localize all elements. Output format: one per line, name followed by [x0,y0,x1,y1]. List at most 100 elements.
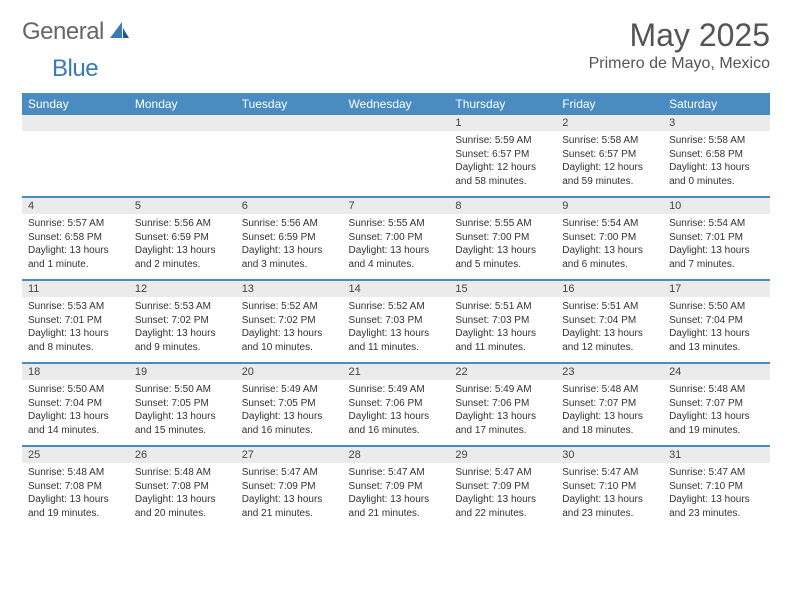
day-number: 4 [22,198,129,214]
day-body: Sunrise: 5:48 AMSunset: 7:08 PMDaylight:… [22,463,129,528]
sunset-line: Sunset: 7:02 PM [135,315,209,326]
daylight-line: Daylight: 13 hours and 10 minutes. [242,328,323,353]
day-number: 26 [129,447,236,463]
day-number: 17 [663,281,770,297]
calendar-cell: 19Sunrise: 5:50 AMSunset: 7:05 PMDayligh… [129,363,236,446]
sunrise-line: Sunrise: 5:51 AM [562,301,638,312]
calendar-cell: 7Sunrise: 5:55 AMSunset: 7:00 PMDaylight… [343,197,450,280]
sunrise-line: Sunrise: 5:53 AM [28,301,104,312]
sunrise-line: Sunrise: 5:48 AM [28,467,104,478]
calendar-cell: 31 Sunrise: 5:47 AM Sunset: 7:10 PM Dayligh… [663,446,770,528]
day-number: 7 [343,198,450,214]
day-body: Sunrise: 5:56 AMSunset: 6:59 PMDaylight:… [129,214,236,279]
daylight-line: Daylight: 13 hours and 11 minutes. [349,328,430,353]
day-number: 31 [663,447,770,463]
day-header: Sunday [22,93,129,115]
sunrise-line: Sunrise: 5:54 AM [562,218,638,229]
day-number: 20 [236,364,343,380]
sunrise-line: Sunrise: 5:47 AM [669,467,745,478]
sunset-line: Sunset: 7:09 PM [242,481,316,492]
day-body: Sunrise: 5:47 AMSunset: 7:09 PMDaylight:… [236,463,343,528]
daylight-line: Daylight: 12 hours and 59 minutes. [562,162,643,187]
daylight-line: Daylight: 13 hours and 6 minutes. [562,245,643,270]
day-body: Sunrise: 5:50 AMSunset: 7:04 PMDaylight:… [22,380,129,445]
calendar-row: 4Sunrise: 5:57 AMSunset: 6:58 PMDaylight… [22,197,770,280]
day-body: Sunrise: 5:51 AMSunset: 7:04 PMDaylight:… [556,297,663,362]
day-body: Sunrise: 5:58 AMSunset: 6:57 PMDaylight:… [556,131,663,196]
sunrise-line: Sunrise: 5:52 AM [242,301,318,312]
daylight-line: Daylight: 13 hours and 23 minutes. [669,494,750,519]
day-body: Sunrise: 5:47 AMSunset: 7:09 PMDaylight:… [449,463,556,528]
sunset-line: Sunset: 7:06 PM [455,398,529,409]
day-header-row: SundayMondayTuesdayWednesdayThursdayFrid… [22,93,770,115]
sunrise-line: Sunrise: 5:47 AM [455,467,531,478]
day-number-empty [236,115,343,131]
day-body: Sunrise: 5:52 AMSunset: 7:03 PMDaylight:… [343,297,450,362]
daylight-line: Daylight: 13 hours and 16 minutes. [242,411,323,436]
day-number: 6 [236,198,343,214]
day-body: Sunrise: 5:53 AM Sunset: 7:02 PM Daylight:… [129,297,236,362]
calendar-cell: 23Sunrise: 5:48 AMSunset: 7:07 PMDayligh… [556,363,663,446]
calendar-cell [236,115,343,197]
sunset-line: Sunset: 7:03 PM [349,315,423,326]
day-body: Sunrise: 5:48 AMSunset: 7:07 PMDaylight:… [663,380,770,445]
daylight-line: Daylight: 13 hours and 13 minutes. [669,328,750,353]
day-number: 13 [236,281,343,297]
calendar-head: SundayMondayTuesdayWednesdayThursdayFrid… [22,93,770,115]
calendar-cell: 21Sunrise: 5:49 AMSunset: 7:06 PMDayligh… [343,363,450,446]
calendar-cell: 5Sunrise: 5:56 AMSunset: 6:59 PMDaylight… [129,197,236,280]
day-number: 24 [663,364,770,380]
sunset-line: Sunset: 7:06 PM [349,398,423,409]
sunset-line: Sunset: 7:01 PM [28,315,102,326]
sunset-line: Sunset: 7:04 PM [562,315,636,326]
day-header: Wednesday [343,93,450,115]
calendar-cell: 26Sunrise: 5:48 AMSunset: 7:08 PMDayligh… [129,446,236,528]
day-body: Sunrise: 5:49 AMSunset: 7:06 PMDaylight:… [343,380,450,445]
sunrise-line: Sunrise: 5:59 AM [455,135,531,146]
daylight-line: Daylight: 13 hours and 22 minutes. [455,494,536,519]
day-body: Sunrise: 5:47 AMSunset: 7:10 PMDaylight:… [556,463,663,528]
day-number-empty [129,115,236,131]
day-body: Sunrise: 5:49 AM Sunset: 7:06 PM Daylight:… [449,380,556,445]
calendar-cell: 4Sunrise: 5:57 AMSunset: 6:58 PMDaylight… [22,197,129,280]
day-body-empty [22,131,129,193]
sunset-line: Sunset: 7:00 PM [562,232,636,243]
calendar-row: 11Sunrise: 5:53 AMSunset: 7:01 PMDayligh… [22,280,770,363]
day-body: Sunrise: 5:55 AMSunset: 7:00 PMDaylight:… [449,214,556,279]
daylight-line: Daylight: 13 hours and 21 minutes. [242,494,323,519]
calendar-cell: 3Sunrise: 5:58 AMSunset: 6:58 PMDaylight… [663,115,770,197]
calendar-cell: 14Sunrise: 5:52 AMSunset: 7:03 PMDayligh… [343,280,450,363]
day-header: Monday [129,93,236,115]
daylight-line: Daylight: 13 hours and 1 minute. [28,245,109,270]
sunrise-line: Sunrise: 5:55 AM [455,218,531,229]
day-body: Sunrise: 5:55 AMSunset: 7:00 PMDaylight:… [343,214,450,279]
day-number: 2 [556,115,663,131]
daylight-line: Daylight: 13 hours and 17 minutes. [455,411,536,436]
sunrise-line: Sunrise: 5:56 AM [242,218,318,229]
daylight-line: Daylight: 13 hours and 9 minutes. [135,328,216,353]
day-body: Sunrise: 5:47 AM Sunset: 7:10 PM Daylight:… [663,463,770,528]
day-header: Friday [556,93,663,115]
sunset-line: Sunset: 7:05 PM [135,398,209,409]
sunrise-line: Sunrise: 5:53 AM [135,301,211,312]
day-body-empty [236,131,343,193]
sunset-line: Sunset: 7:01 PM [669,232,743,243]
day-number-empty [22,115,129,131]
day-body: Sunrise: 5:48 AMSunset: 7:07 PMDaylight:… [556,380,663,445]
daylight-line: Daylight: 13 hours and 8 minutes. [28,328,109,353]
calendar-cell [129,115,236,197]
sunrise-line: Sunrise: 5:49 AM [242,384,318,395]
sunrise-line: Sunrise: 5:47 AM [562,467,638,478]
day-number: 8 [449,198,556,214]
daylight-line: Daylight: 12 hours and 58 minutes. [455,162,536,187]
sunset-line: Sunset: 7:09 PM [349,481,423,492]
calendar-cell: 11Sunrise: 5:53 AMSunset: 7:01 PMDayligh… [22,280,129,363]
sunset-line: Sunset: 7:10 PM [669,481,743,492]
sunrise-line: Sunrise: 5:49 AM [455,384,531,395]
sunset-line: Sunset: 7:04 PM [28,398,102,409]
sunset-line: Sunset: 6:57 PM [455,149,529,160]
sunset-line: Sunset: 7:10 PM [562,481,636,492]
calendar-body: 1Sunrise: 5:59 AMSunset: 6:57 PMDaylight… [22,115,770,528]
calendar-cell: 2Sunrise: 5:58 AMSunset: 6:57 PMDaylight… [556,115,663,197]
daylight-line: Daylight: 13 hours and 3 minutes. [242,245,323,270]
